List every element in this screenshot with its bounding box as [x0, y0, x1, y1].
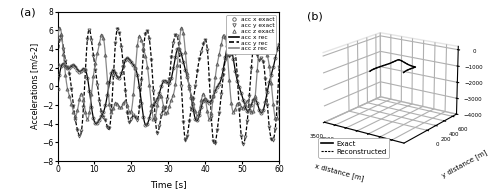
X-axis label: x distance [m]: x distance [m]: [314, 163, 364, 182]
Text: (a): (a): [20, 7, 36, 17]
Legend: Exact, Reconstructed: Exact, Reconstructed: [318, 138, 389, 158]
Text: (b): (b): [307, 12, 323, 22]
Legend: acc x exact, acc y exact, acc z exact, acc x rec, acc y rec, acc z rec: acc x exact, acc y exact, acc z exact, a…: [226, 15, 276, 54]
Y-axis label: y distance [m]: y distance [m]: [440, 148, 488, 178]
X-axis label: Time [s]: Time [s]: [150, 180, 186, 189]
Y-axis label: Accelerations [m/s-2]: Accelerations [m/s-2]: [30, 43, 40, 129]
